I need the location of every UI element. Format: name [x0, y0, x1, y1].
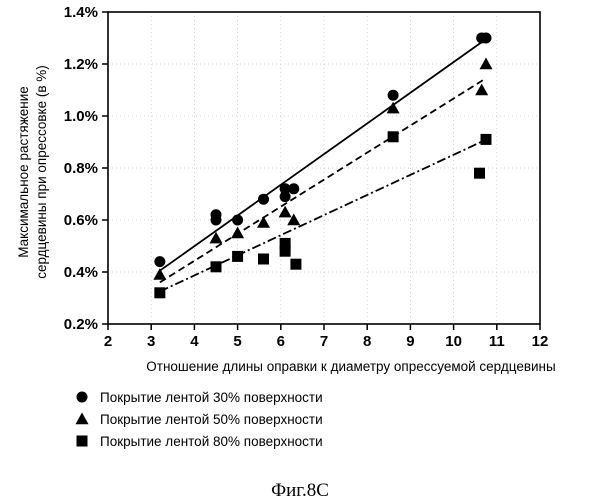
legend-marker-square [77, 436, 88, 447]
legend: Покрытие лентой 30% поверхности Покрытие … [76, 390, 323, 449]
data-point-square [232, 251, 243, 262]
data-point-square [388, 131, 399, 142]
data-point-square [258, 254, 269, 265]
legend-label-square: Покрытие лентой 80% поверхности [100, 434, 323, 449]
data-point-triangle [231, 227, 244, 239]
data-point-circle [258, 194, 269, 205]
x-tick-label: 2 [104, 333, 112, 350]
y-tick-label: 0.2% [64, 316, 98, 333]
data-point-triangle [257, 216, 270, 228]
y-tick-label: 0.4% [64, 264, 98, 281]
data-point-circle [232, 215, 243, 226]
data-point-square [280, 246, 291, 257]
data-point-square [474, 168, 485, 179]
data-point-circle [481, 33, 492, 44]
x-tick-label: 5 [233, 333, 241, 350]
data-point-square [481, 134, 492, 145]
trend-line-triangle [160, 80, 484, 283]
y-tick-label: 1.4% [64, 4, 98, 21]
x-axis-label: Отношение длины оправки к диаметру опрес… [146, 359, 555, 374]
data-point-triangle [480, 58, 493, 70]
x-tick-label: 7 [320, 333, 328, 350]
y-tick-label: 1.0% [64, 108, 98, 125]
x-tick-label: 4 [190, 333, 199, 350]
data-point-circle [288, 183, 299, 194]
figure-caption: Фиг.8С [271, 480, 329, 500]
x-tick-label: 8 [363, 333, 371, 350]
x-tick-label: 3 [147, 333, 155, 350]
data-points [153, 33, 492, 299]
data-point-square [211, 261, 222, 272]
data-point-square [290, 259, 301, 270]
x-tick-label: 12 [532, 333, 549, 350]
x-tick-label: 11 [489, 333, 505, 350]
legend-marker-circle [77, 392, 88, 403]
data-point-circle [388, 90, 399, 101]
data-point-circle [280, 191, 291, 202]
legend-label-triangle: Покрытие лентой 50% поверхности [100, 412, 323, 427]
trend-line-circle [160, 41, 484, 271]
data-point-triangle [475, 84, 488, 96]
x-tick-label: 6 [277, 333, 285, 350]
x-tick-label: 10 [445, 333, 462, 350]
data-point-circle [154, 256, 165, 267]
data-point-square [154, 287, 165, 298]
data-point-triangle [153, 268, 166, 280]
data-point-circle [211, 215, 222, 226]
trend-lines [160, 41, 484, 292]
y-axis-label-line-2: сердцевины при опрессовке (в %) [34, 65, 49, 279]
legend-label-circle: Покрытие лентой 30% поверхности [100, 390, 323, 405]
y-axis-label-line-1: Максимальное растяжение [16, 86, 31, 257]
y-tick-label: 0.6% [64, 212, 98, 229]
legend-marker-triangle [76, 413, 89, 425]
x-tick-label: 9 [406, 333, 414, 350]
data-point-triangle [279, 206, 292, 218]
y-tick-label: 0.8% [64, 160, 98, 177]
trend-line-square [160, 141, 484, 292]
y-tick-label: 1.2% [64, 56, 98, 73]
